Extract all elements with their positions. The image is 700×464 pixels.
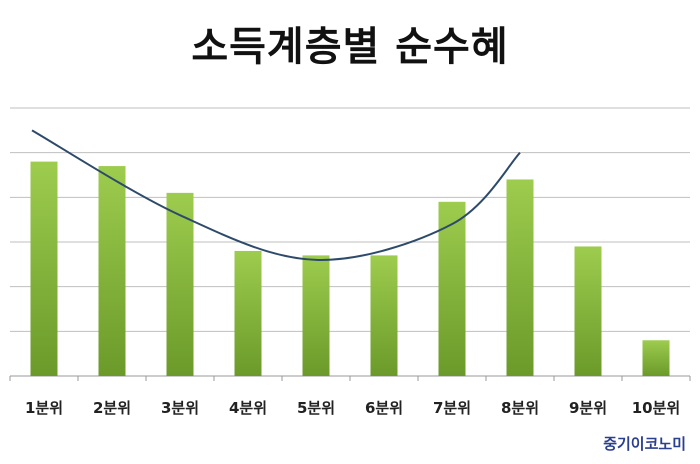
x-tick-label: 6분위 bbox=[365, 399, 403, 417]
bar-8분위 bbox=[506, 179, 534, 376]
bar-6분위 bbox=[370, 255, 398, 376]
bar-9분위 bbox=[574, 246, 602, 376]
x-tick-labels: 1분위 2분위 3분위 4분위 5분위 6분위 7분위 8분위 9분위 10분위 bbox=[25, 399, 680, 417]
trend-curve bbox=[31, 129, 521, 261]
x-tick-label: 9분위 bbox=[569, 399, 607, 417]
x-tick-label: 4분위 bbox=[229, 399, 267, 417]
x-tick-label: 2분위 bbox=[93, 399, 131, 417]
source-logo: 중기이코노미 bbox=[603, 435, 686, 453]
bar-10분위 bbox=[642, 340, 670, 376]
bars bbox=[30, 161, 670, 376]
bar-7분위 bbox=[438, 201, 466, 376]
bar-1분위 bbox=[30, 161, 58, 376]
x-tick-label: 8분위 bbox=[501, 399, 539, 417]
x-tick-label: 1분위 bbox=[25, 399, 63, 417]
x-tick-label: 3분위 bbox=[161, 399, 199, 417]
x-tick-label: 10분위 bbox=[632, 399, 680, 417]
x-tick-label: 5분위 bbox=[297, 399, 335, 417]
trendline bbox=[31, 129, 521, 261]
bar-3분위 bbox=[166, 192, 194, 376]
bar-2분위 bbox=[98, 166, 126, 376]
bar-4분위 bbox=[234, 250, 262, 376]
x-tick-label: 7분위 bbox=[433, 399, 471, 417]
chart-title: 소득계층별 순수혜 bbox=[191, 24, 509, 70]
bar-5분위 bbox=[302, 255, 330, 376]
